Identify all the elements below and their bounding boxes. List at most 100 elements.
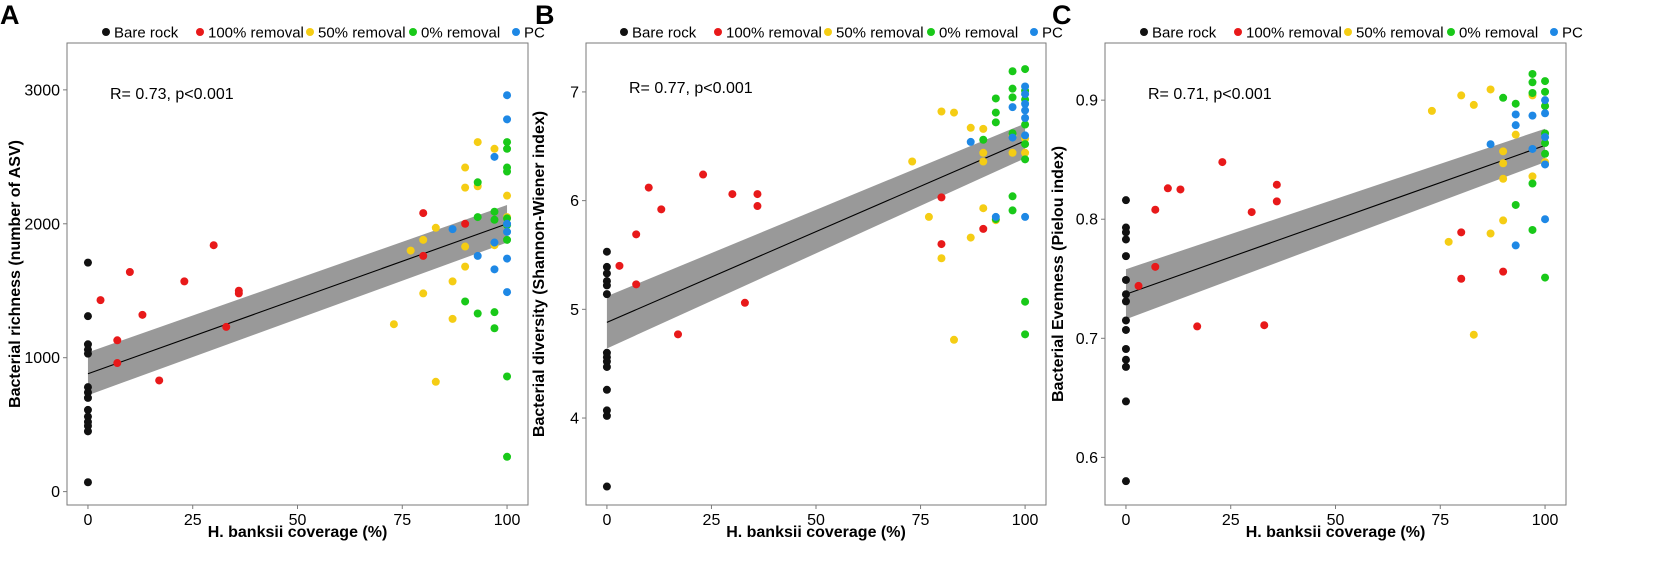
- legend-marker: [102, 28, 110, 36]
- legend-marker: [714, 28, 722, 36]
- y-axis-title: Bacterial Evenness (Pielou index): [1050, 146, 1067, 402]
- data-point: [602, 362, 611, 371]
- data-point: [461, 297, 470, 306]
- legend-marker: [1140, 28, 1148, 36]
- data-point: [503, 254, 512, 263]
- data-point: [602, 290, 611, 299]
- y-tick-label: 2000: [24, 216, 60, 233]
- data-point: [490, 144, 499, 153]
- data-point: [1121, 316, 1130, 325]
- legend-marker: [196, 28, 204, 36]
- data-point: [1541, 87, 1550, 96]
- data-point: [602, 247, 611, 256]
- data-point: [1121, 228, 1130, 237]
- legend-label: PC: [1042, 25, 1063, 42]
- data-point: [503, 227, 512, 236]
- data-point: [979, 135, 988, 144]
- data-point: [448, 277, 457, 286]
- x-tick-label: 0: [84, 512, 93, 529]
- data-point: [1272, 180, 1281, 189]
- data-point: [1541, 273, 1550, 282]
- data-point: [979, 124, 988, 133]
- data-point: [83, 258, 92, 267]
- data-point: [461, 242, 470, 251]
- data-point: [1511, 241, 1520, 250]
- data-point: [1121, 196, 1130, 205]
- data-point: [1469, 100, 1478, 109]
- x-tick-label: 25: [1222, 512, 1240, 529]
- x-tick-label: 100: [1012, 512, 1039, 529]
- data-point: [1486, 229, 1495, 238]
- data-point: [419, 209, 428, 218]
- data-point: [1008, 133, 1017, 142]
- legend-marker: [824, 28, 832, 36]
- data-point: [113, 336, 122, 345]
- correlation-annotation: R= 0.77, p<0.001: [629, 80, 753, 97]
- data-point: [448, 225, 457, 234]
- data-point: [1272, 197, 1281, 206]
- data-point: [461, 183, 470, 192]
- x-tick-label: 50: [1327, 512, 1345, 529]
- data-point: [632, 280, 641, 289]
- data-point: [1121, 275, 1130, 284]
- data-point: [979, 148, 988, 157]
- correlation-annotation: R= 0.73, p<0.001: [110, 86, 234, 103]
- x-tick-label: 75: [1431, 512, 1449, 529]
- legend-label: 100% removal: [208, 25, 304, 42]
- data-point: [1021, 212, 1030, 221]
- legend-label: Bare rock: [632, 25, 697, 42]
- data-point: [503, 144, 512, 153]
- data-point: [490, 324, 499, 333]
- confidence-band: [1125, 128, 1546, 320]
- data-point: [950, 335, 958, 344]
- x-tick-label: 25: [184, 512, 202, 529]
- data-point: [209, 241, 218, 250]
- data-point: [138, 310, 147, 319]
- data-point: [1163, 184, 1172, 193]
- data-point: [1021, 330, 1030, 339]
- confidence-band: [87, 205, 508, 396]
- legend-label: Bare rock: [114, 25, 179, 42]
- data-point: [490, 308, 499, 317]
- data-point: [1511, 121, 1520, 130]
- y-tick-label: 3000: [24, 82, 60, 99]
- data-point: [1457, 91, 1466, 100]
- data-point: [406, 246, 415, 255]
- data-point: [83, 349, 92, 358]
- data-point: [473, 251, 482, 260]
- data-point: [1511, 99, 1520, 108]
- legend-marker: [1550, 28, 1558, 36]
- data-point: [1427, 106, 1436, 115]
- data-point: [937, 240, 946, 249]
- data-point: [991, 94, 1000, 103]
- data-point: [1499, 216, 1508, 225]
- data-point: [1121, 325, 1130, 334]
- data-point: [1121, 290, 1130, 299]
- y-tick-label: 0.9: [1076, 93, 1098, 110]
- legend-marker: [306, 28, 314, 36]
- data-point: [473, 138, 482, 147]
- data-point: [1021, 99, 1030, 108]
- data-point: [461, 163, 470, 172]
- data-point: [1528, 144, 1537, 153]
- y-tick-label: 4: [570, 411, 579, 428]
- data-point: [1008, 206, 1017, 215]
- data-point: [1008, 103, 1017, 112]
- data-point: [1008, 93, 1017, 102]
- legend-marker: [1344, 28, 1352, 36]
- legend-marker: [1030, 28, 1038, 36]
- data-point: [473, 178, 482, 187]
- data-point: [966, 233, 975, 242]
- legend-label: 0% removal: [939, 25, 1018, 42]
- data-point: [950, 108, 958, 117]
- x-tick-label: 100: [1532, 512, 1559, 529]
- data-point: [503, 115, 512, 124]
- data-point: [1008, 192, 1017, 201]
- data-point: [753, 202, 762, 211]
- data-point: [966, 137, 975, 146]
- data-point: [490, 207, 499, 216]
- data-point: [490, 238, 499, 247]
- data-point: [448, 314, 457, 323]
- data-point: [1021, 65, 1030, 74]
